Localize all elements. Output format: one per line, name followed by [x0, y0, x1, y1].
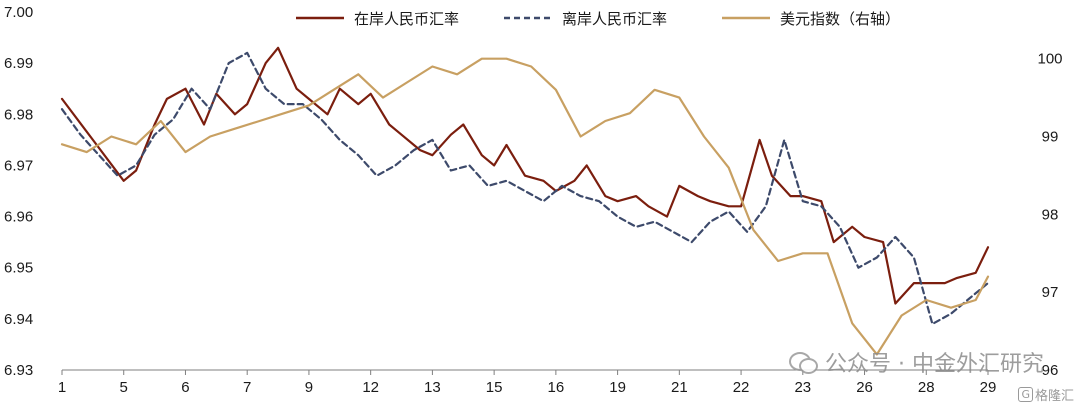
- series-line-3: [60, 57, 990, 356]
- x-tick-label: 21: [671, 379, 688, 396]
- y2-tick-label: 99: [1042, 129, 1059, 146]
- legend-label-2: 离岸人民币汇率: [562, 10, 667, 28]
- y2-tick-label: 98: [1042, 206, 1059, 223]
- legend-label-1: 在岸人民币汇率: [354, 10, 459, 28]
- y2-tick-label: 97: [1042, 284, 1059, 301]
- x-tick-label: 5: [120, 379, 128, 396]
- x-tick-label: 1: [58, 379, 66, 396]
- series-line-2: [60, 51, 990, 326]
- x-tick-label: 22: [733, 379, 750, 396]
- x-tick-label: 29: [980, 379, 997, 396]
- x-tick-label: 7: [243, 379, 251, 396]
- x-tick-label: 28: [918, 379, 935, 396]
- corner-logo-text: 格隆汇: [1034, 389, 1074, 404]
- y-tick-label: 6.98: [4, 106, 33, 123]
- y-tick-label: 7.00: [4, 4, 33, 21]
- legend-label-3: 美元指数（右轴）: [780, 10, 900, 28]
- watermark-text: 公众号 · 中金外汇研究: [825, 352, 1044, 377]
- watermark: 公众号 · 中金外汇研究: [789, 346, 1044, 378]
- x-tick-label: 23: [794, 379, 811, 396]
- x-tick-label: 12: [362, 379, 379, 396]
- corner-logo: G 格隆汇: [1018, 385, 1074, 404]
- x-tick-label: 9: [305, 379, 313, 396]
- y2-tick-label: 100: [1037, 51, 1062, 68]
- y-tick-label: 6.95: [4, 260, 33, 277]
- y-tick-label: 6.96: [4, 209, 33, 226]
- x-tick-label: 15: [486, 379, 503, 396]
- y-tick-label: 6.99: [4, 55, 33, 72]
- x-tick-label: 16: [548, 379, 565, 396]
- y-tick-label: 6.94: [4, 311, 33, 328]
- y-tick-label: 6.93: [4, 362, 33, 379]
- x-tick-label: 26: [856, 379, 873, 396]
- series-line-1: [60, 46, 990, 305]
- corner-logo-badge: G: [1018, 387, 1033, 402]
- y2-tick-label: 96: [1042, 362, 1059, 379]
- y-tick-label: 6.97: [4, 157, 33, 174]
- x-tick-label: 19: [609, 379, 626, 396]
- x-tick-label: 13: [424, 379, 441, 396]
- x-tick-label: 6: [181, 379, 189, 396]
- wechat-icon: [789, 350, 819, 374]
